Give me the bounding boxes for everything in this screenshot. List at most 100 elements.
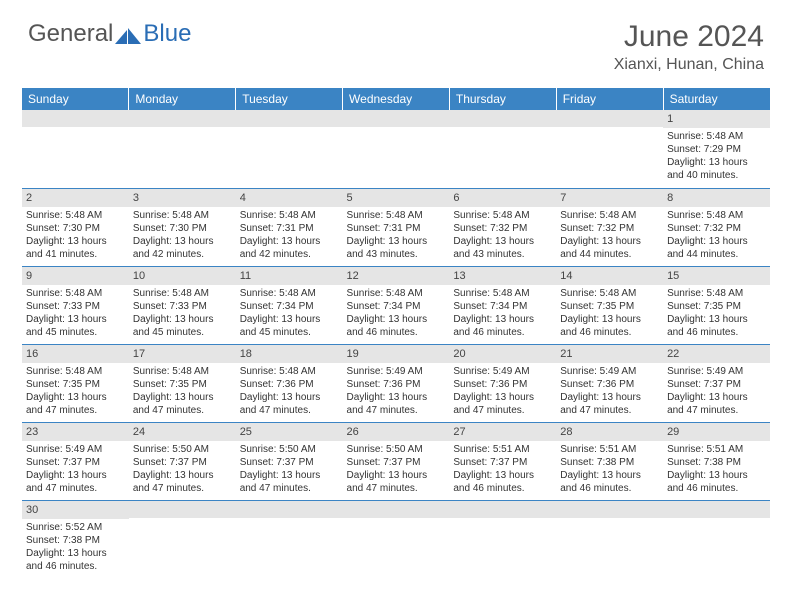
- daylight-line: Daylight: 13 hours and 41 minutes.: [26, 235, 125, 261]
- day-details: Sunrise: 5:48 AMSunset: 7:34 PMDaylight:…: [236, 285, 343, 341]
- calendar-cell: [449, 500, 556, 578]
- calendar-cell: 15Sunrise: 5:48 AMSunset: 7:35 PMDayligh…: [663, 266, 770, 344]
- day-details: Sunrise: 5:49 AMSunset: 7:36 PMDaylight:…: [343, 363, 450, 419]
- calendar-cell: 11Sunrise: 5:48 AMSunset: 7:34 PMDayligh…: [236, 266, 343, 344]
- calendar-cell: 12Sunrise: 5:48 AMSunset: 7:34 PMDayligh…: [343, 266, 450, 344]
- sunrise-line: Sunrise: 5:49 AM: [560, 365, 659, 378]
- daylight-line: Daylight: 13 hours and 45 minutes.: [26, 313, 125, 339]
- daylight-line: Daylight: 13 hours and 47 minutes.: [347, 391, 446, 417]
- day-details: Sunrise: 5:48 AMSunset: 7:30 PMDaylight:…: [129, 207, 236, 263]
- calendar-cell: 21Sunrise: 5:49 AMSunset: 7:36 PMDayligh…: [556, 344, 663, 422]
- day-number: 15: [663, 267, 770, 285]
- day-number: 30: [22, 501, 129, 519]
- sunrise-line: Sunrise: 5:48 AM: [240, 365, 339, 378]
- sunrise-line: Sunrise: 5:49 AM: [26, 443, 125, 456]
- day-details: Sunrise: 5:48 AMSunset: 7:32 PMDaylight:…: [449, 207, 556, 263]
- sunrise-line: Sunrise: 5:48 AM: [347, 287, 446, 300]
- calendar-cell: 27Sunrise: 5:51 AMSunset: 7:37 PMDayligh…: [449, 422, 556, 500]
- day-details: Sunrise: 5:48 AMSunset: 7:30 PMDaylight:…: [22, 207, 129, 263]
- sunrise-line: Sunrise: 5:50 AM: [133, 443, 232, 456]
- day-header: Thursday: [449, 88, 556, 110]
- daylight-line: Daylight: 13 hours and 47 minutes.: [347, 469, 446, 495]
- empty-day-bar: [343, 110, 450, 127]
- daylight-line: Daylight: 13 hours and 45 minutes.: [240, 313, 339, 339]
- sunset-line: Sunset: 7:37 PM: [347, 456, 446, 469]
- logo-text-general: General: [28, 20, 113, 48]
- daylight-line: Daylight: 13 hours and 46 minutes.: [453, 469, 552, 495]
- daylight-line: Daylight: 13 hours and 47 minutes.: [133, 391, 232, 417]
- calendar-cell: [236, 110, 343, 188]
- sunrise-line: Sunrise: 5:48 AM: [26, 209, 125, 222]
- daylight-line: Daylight: 13 hours and 46 minutes.: [560, 469, 659, 495]
- day-number: 4: [236, 189, 343, 207]
- sunset-line: Sunset: 7:31 PM: [240, 222, 339, 235]
- day-details: Sunrise: 5:50 AMSunset: 7:37 PMDaylight:…: [236, 441, 343, 497]
- calendar-cell: 26Sunrise: 5:50 AMSunset: 7:37 PMDayligh…: [343, 422, 450, 500]
- day-number: 29: [663, 423, 770, 441]
- sunrise-line: Sunrise: 5:48 AM: [453, 209, 552, 222]
- sunset-line: Sunset: 7:33 PM: [133, 300, 232, 313]
- calendar-cell: [22, 110, 129, 188]
- calendar-cell: 4 Sunrise: 5:48 AMSunset: 7:31 PMDaylight…: [236, 188, 343, 266]
- daylight-line: Daylight: 13 hours and 42 minutes.: [240, 235, 339, 261]
- sunset-line: Sunset: 7:36 PM: [240, 378, 339, 391]
- day-number: 12: [343, 267, 450, 285]
- calendar-cell: 23Sunrise: 5:49 AMSunset: 7:37 PMDayligh…: [22, 422, 129, 500]
- day-details: Sunrise: 5:48 AMSunset: 7:35 PMDaylight:…: [129, 363, 236, 419]
- day-details: Sunrise: 5:48 AMSunset: 7:29 PMDaylight:…: [663, 128, 770, 184]
- sunset-line: Sunset: 7:35 PM: [560, 300, 659, 313]
- calendar-cell: 8Sunrise: 5:48 AMSunset: 7:32 PMDaylight…: [663, 188, 770, 266]
- calendar-cell: [129, 110, 236, 188]
- daylight-line: Daylight: 13 hours and 46 minutes.: [453, 313, 552, 339]
- month-title: June 2024: [614, 20, 764, 54]
- sunset-line: Sunset: 7:38 PM: [560, 456, 659, 469]
- sunrise-line: Sunrise: 5:49 AM: [347, 365, 446, 378]
- calendar-table: Sunday Monday Tuesday Wednesday Thursday…: [22, 88, 770, 578]
- sunrise-line: Sunrise: 5:50 AM: [347, 443, 446, 456]
- sunrise-line: Sunrise: 5:50 AM: [240, 443, 339, 456]
- sunset-line: Sunset: 7:36 PM: [347, 378, 446, 391]
- daylight-line: Daylight: 13 hours and 43 minutes.: [347, 235, 446, 261]
- daylight-line: Daylight: 13 hours and 46 minutes.: [26, 547, 125, 573]
- day-number: 17: [129, 345, 236, 363]
- empty-day-bar: [556, 110, 663, 127]
- calendar-cell: [663, 500, 770, 578]
- daylight-line: Daylight: 13 hours and 47 minutes.: [26, 469, 125, 495]
- day-details: Sunrise: 5:49 AMSunset: 7:36 PMDaylight:…: [556, 363, 663, 419]
- empty-day-bar: [343, 501, 450, 518]
- calendar-cell: 25Sunrise: 5:50 AMSunset: 7:37 PMDayligh…: [236, 422, 343, 500]
- sunrise-line: Sunrise: 5:48 AM: [347, 209, 446, 222]
- day-header: Monday: [129, 88, 236, 110]
- day-number: 2: [22, 189, 129, 207]
- daylight-line: Daylight: 13 hours and 45 minutes.: [133, 313, 232, 339]
- sunrise-line: Sunrise: 5:51 AM: [453, 443, 552, 456]
- calendar-cell: 13Sunrise: 5:48 AMSunset: 7:34 PMDayligh…: [449, 266, 556, 344]
- daylight-line: Daylight: 13 hours and 47 minutes.: [240, 469, 339, 495]
- sunset-line: Sunset: 7:30 PM: [26, 222, 125, 235]
- day-details: Sunrise: 5:48 AMSunset: 7:33 PMDaylight:…: [129, 285, 236, 341]
- sunset-line: Sunset: 7:38 PM: [26, 534, 125, 547]
- calendar-cell: 14Sunrise: 5:48 AMSunset: 7:35 PMDayligh…: [556, 266, 663, 344]
- sunrise-line: Sunrise: 5:48 AM: [667, 130, 766, 143]
- day-details: Sunrise: 5:48 AMSunset: 7:35 PMDaylight:…: [22, 363, 129, 419]
- sunrise-line: Sunrise: 5:48 AM: [667, 209, 766, 222]
- sunset-line: Sunset: 7:30 PM: [133, 222, 232, 235]
- day-number: 24: [129, 423, 236, 441]
- empty-day-bar: [449, 501, 556, 518]
- day-number: 7: [556, 189, 663, 207]
- sunset-line: Sunset: 7:33 PM: [26, 300, 125, 313]
- sunrise-line: Sunrise: 5:49 AM: [453, 365, 552, 378]
- day-number: 27: [449, 423, 556, 441]
- daylight-line: Daylight: 13 hours and 47 minutes.: [453, 391, 552, 417]
- calendar-body: 1Sunrise: 5:48 AMSunset: 7:29 PMDaylight…: [22, 110, 770, 578]
- day-number: 11: [236, 267, 343, 285]
- empty-day-bar: [22, 110, 129, 127]
- calendar-cell: 3Sunrise: 5:48 AMSunset: 7:30 PMDaylight…: [129, 188, 236, 266]
- sunset-line: Sunset: 7:32 PM: [667, 222, 766, 235]
- sunset-line: Sunset: 7:38 PM: [667, 456, 766, 469]
- sunrise-line: Sunrise: 5:48 AM: [240, 209, 339, 222]
- day-details: Sunrise: 5:48 AMSunset: 7:33 PMDaylight:…: [22, 285, 129, 341]
- daylight-line: Daylight: 13 hours and 47 minutes.: [560, 391, 659, 417]
- calendar-cell: 2Sunrise: 5:48 AMSunset: 7:30 PMDaylight…: [22, 188, 129, 266]
- day-number: 23: [22, 423, 129, 441]
